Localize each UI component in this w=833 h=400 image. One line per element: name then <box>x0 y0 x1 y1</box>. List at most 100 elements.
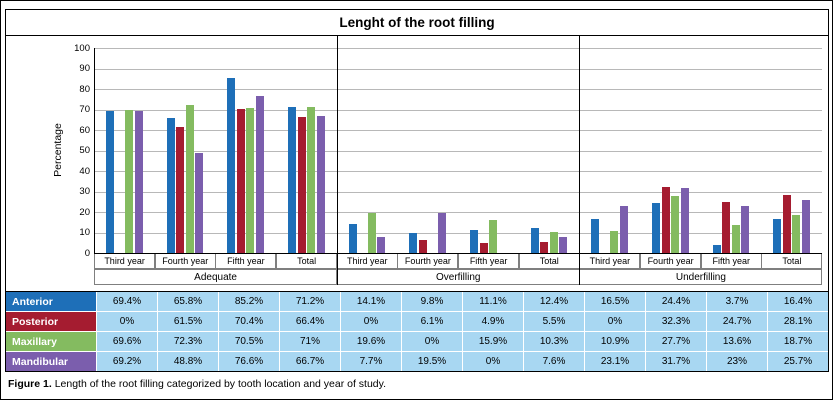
table-cell-posterior-0: 0% <box>97 312 157 331</box>
bar-anterior-underfilling-fourth-year <box>652 202 661 253</box>
x-axis-year-label: Fifth year <box>458 253 520 269</box>
x-axis-category-label-adequate: Adequate <box>94 269 338 285</box>
x-axis-year-label: Total <box>276 253 338 269</box>
table-cell-maxillary-3: 71% <box>280 332 340 351</box>
y-tick-label-70: 70 <box>79 104 90 115</box>
x-axis-year-label: Fifth year <box>215 253 277 269</box>
table-cell-mandibular-3: 66.7% <box>280 352 340 371</box>
table-cell-anterior-11: 16.4% <box>768 292 828 311</box>
table-cell-anterior-5: 9.8% <box>402 292 462 311</box>
table-cell-maxillary-7: 10.3% <box>524 332 584 351</box>
row-header-anterior: Anterior <box>6 292 96 311</box>
data-table: Anterior 69.4% 65.8% 85.2% 71.2% 14.1% 9.8% 11.… <box>6 291 828 371</box>
bar-mandibular-adequate-third-year <box>134 111 143 253</box>
table-cell-anterior-0: 69.4% <box>97 292 157 311</box>
table-cell-posterior-8: 0% <box>585 312 645 331</box>
bar-mandibular-underfilling-total <box>801 200 810 253</box>
bar-mandibular-overfilling-total <box>559 237 568 253</box>
bar-maxillary-overfilling-total <box>549 231 558 253</box>
table-cell-maxillary-10: 13.6% <box>707 332 767 351</box>
table-cell-maxillary-11: 18.7% <box>768 332 828 351</box>
bar-anterior-underfilling-fifth-year <box>712 245 721 253</box>
table-cell-maxillary-1: 72.3% <box>158 332 218 351</box>
gridline-10 <box>94 232 822 234</box>
bar-maxillary-adequate-total <box>307 107 316 253</box>
gridline-80 <box>94 89 822 90</box>
bar-posterior-overfilling-total <box>540 241 549 253</box>
table-cell-mandibular-0: 69.2% <box>97 352 157 371</box>
table-cell-maxillary-6: 15.9% <box>463 332 523 351</box>
gridline-60 <box>94 130 822 131</box>
bar-maxillary-underfilling-fifth-year <box>731 225 740 253</box>
figure-caption-label: Figure 1. <box>8 378 52 390</box>
table-cell-maxillary-5: 0% <box>402 332 462 351</box>
y-tick-label-20: 20 <box>79 206 90 218</box>
y-tick-label-80: 80 <box>79 83 90 95</box>
bar-mandibular-underfilling-third-year <box>619 205 628 253</box>
row-header-mandibular: Mandibular <box>6 352 96 371</box>
y-tick-label-10: 10 <box>79 227 90 238</box>
table-cell-posterior-5: 6.1% <box>402 312 462 331</box>
chart-region: Percentage 0 10 20 30 40 50 60 70 80 90 100 Third y… <box>6 36 828 291</box>
table-cell-mandibular-1: 48.8% <box>158 352 218 371</box>
table-cell-mandibular-2: 76.6% <box>219 352 279 371</box>
table-cell-posterior-4: 0% <box>341 312 401 331</box>
table-cell-mandibular-5: 19.5% <box>402 352 462 371</box>
table-cell-anterior-2: 85.2% <box>219 292 279 311</box>
bar-anterior-adequate-fourth-year <box>166 118 175 253</box>
bar-mandibular-underfilling-fifth-year <box>741 205 750 253</box>
bar-anterior-overfilling-total <box>530 227 539 253</box>
table-cell-mandibular-11: 25.7% <box>768 352 828 371</box>
bar-anterior-overfilling-fourth-year <box>409 232 418 253</box>
bar-anterior-adequate-total <box>288 107 297 253</box>
bar-mandibular-underfilling-fourth-year <box>680 188 689 253</box>
x-axis-year-label: Fourth year <box>640 253 702 269</box>
table-cell-mandibular-10: 23% <box>707 352 767 371</box>
y-tick-label-30: 30 <box>79 186 90 197</box>
bar-mandibular-adequate-fourth-year <box>195 152 204 253</box>
table-cell-maxillary-8: 10.9% <box>585 332 645 351</box>
table-cell-posterior-2: 70.4% <box>219 312 279 331</box>
bar-maxillary-adequate-third-year <box>125 110 134 253</box>
y-axis-line <box>94 48 95 253</box>
bar-posterior-underfilling-fifth-year <box>722 202 731 253</box>
table-cell-mandibular-8: 23.1% <box>585 352 645 371</box>
y-tick-label-100: 100 <box>74 42 90 54</box>
x-axis-year-label: Total <box>518 253 580 269</box>
panel-separator-2 <box>579 36 581 285</box>
table-cell-maxillary-0: 69.6% <box>97 332 157 351</box>
table-cell-anterior-1: 65.8% <box>158 292 218 311</box>
table-row-maxillary: Maxillary 69.6% 72.3% 70.5% 71% 19.6% 0% 15.9% 1… <box>6 332 828 351</box>
table-cell-posterior-1: 61.5% <box>158 312 218 331</box>
table-cell-anterior-3: 71.2% <box>280 292 340 311</box>
x-axis-category-label-overfilling: Overfilling <box>336 269 580 285</box>
bar-anterior-overfilling-fifth-year <box>470 230 479 253</box>
y-tick-label-60: 60 <box>79 124 90 136</box>
y-tick-label-0: 0 <box>84 247 90 259</box>
bar-maxillary-underfilling-fourth-year <box>671 196 680 253</box>
x-axis-year-label: Third year <box>94 253 156 269</box>
table-cell-posterior-7: 5.5% <box>524 312 584 331</box>
y-tick-label-40: 40 <box>79 165 90 177</box>
table-cell-anterior-8: 16.5% <box>585 292 645 311</box>
bar-anterior-underfilling-third-year <box>591 219 600 253</box>
table-cell-anterior-6: 11.1% <box>463 292 523 311</box>
table-cell-anterior-7: 12.4% <box>524 292 584 311</box>
gridline-20 <box>94 212 822 213</box>
bar-anterior-adequate-fifth-year <box>227 78 236 253</box>
gridline-30 <box>94 191 822 193</box>
panel-separator-1 <box>336 36 338 285</box>
row-header-maxillary: Maxillary <box>6 332 96 351</box>
x-axis-year-label: Total <box>761 253 823 269</box>
chart-title: Lenght of the root filling <box>6 10 828 36</box>
table-cell-maxillary-9: 27.7% <box>646 332 706 351</box>
table-row-mandibular: Mandibular 69.2% 48.8% 76.6% 66.7% 7.7% 19.5% 0… <box>6 352 828 371</box>
table-cell-mandibular-7: 7.6% <box>524 352 584 371</box>
bar-posterior-overfilling-fourth-year <box>418 240 427 253</box>
bar-maxillary-overfilling-third-year <box>367 212 376 253</box>
bar-maxillary-underfilling-total <box>792 214 801 253</box>
table-row-anterior: Anterior 69.4% 65.8% 85.2% 71.2% 14.1% 9.8% 11.… <box>6 292 828 311</box>
bar-anterior-underfilling-total <box>773 219 782 253</box>
table-cell-anterior-10: 3.7% <box>707 292 767 311</box>
